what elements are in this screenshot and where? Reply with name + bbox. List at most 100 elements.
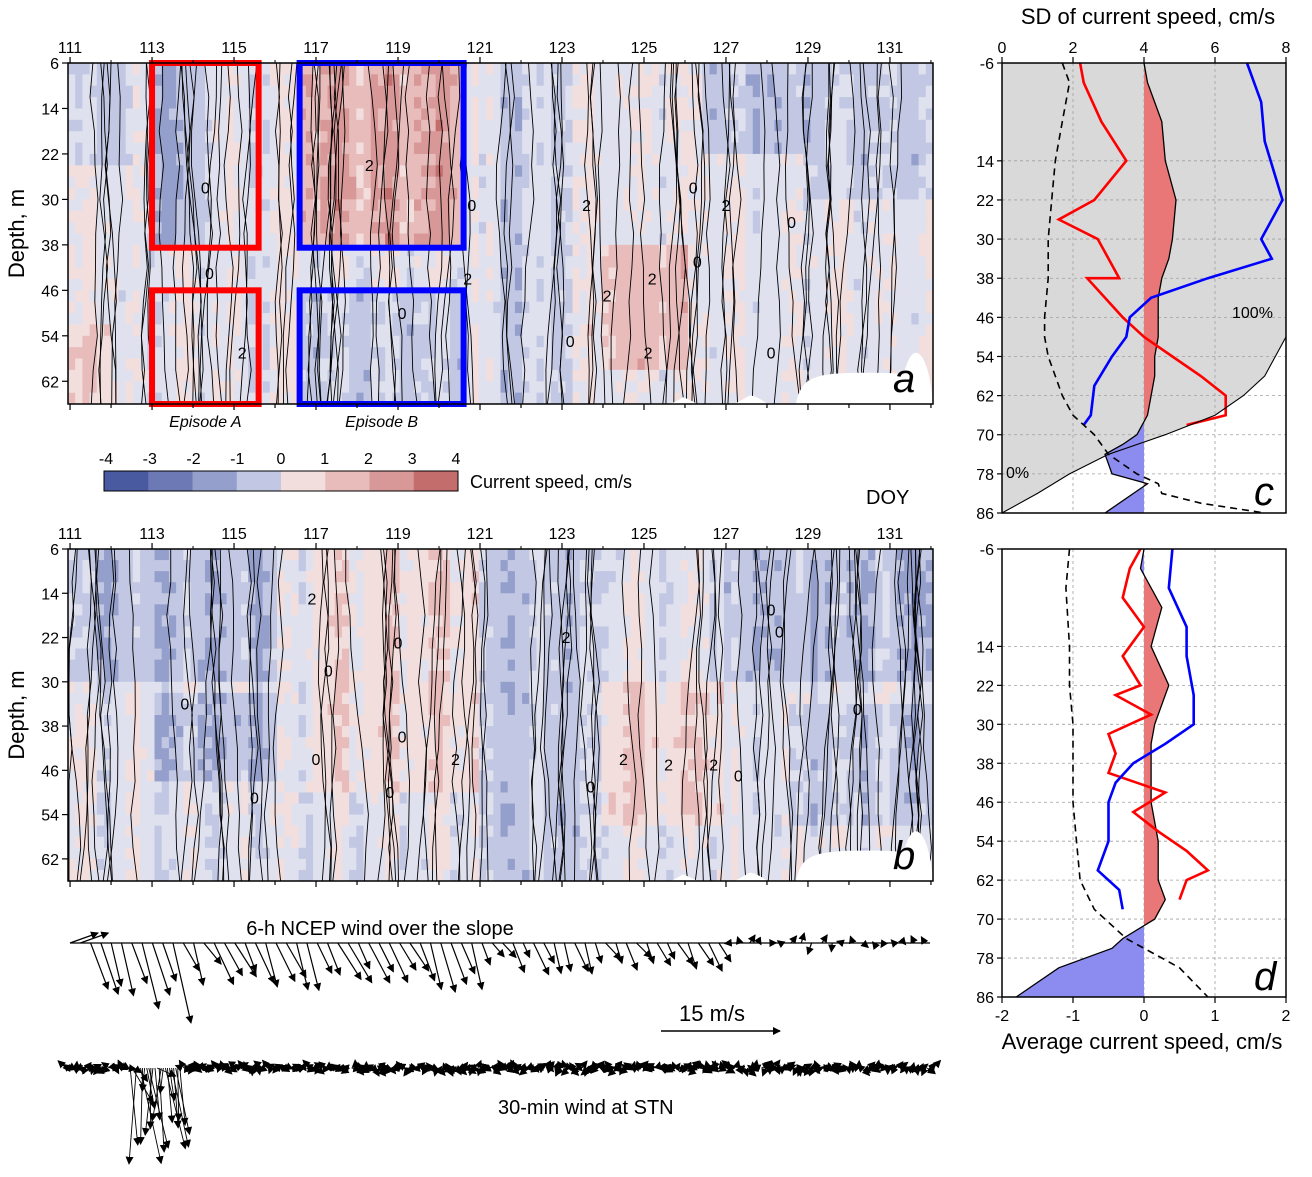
heatmap-cell	[118, 770, 127, 782]
heatmap-cell	[125, 210, 134, 223]
heatmap-cell	[334, 681, 343, 694]
heatmap-cell	[277, 582, 285, 594]
heatmap-cell	[176, 560, 184, 572]
heatmap-cell	[82, 869, 91, 882]
heatmap-cell	[111, 825, 119, 838]
heatmap-cell	[291, 659, 300, 672]
heatmap-cell	[414, 278, 422, 291]
heatmap-cell	[723, 165, 732, 178]
heatmap-cell	[111, 571, 119, 583]
heatmap-cell	[428, 278, 437, 291]
contour-line	[437, 62, 455, 405]
heatmap-cell	[608, 347, 617, 359]
heatmap-cell	[132, 637, 141, 649]
heatmap-cell	[161, 85, 170, 98]
heatmap-cell	[233, 593, 242, 605]
heatmap-cell	[190, 869, 199, 882]
heatmap-cell	[601, 176, 610, 189]
x-tick-label: 123	[549, 40, 576, 57]
heatmap-cell	[745, 369, 754, 382]
heatmap-cell	[644, 119, 653, 132]
heatmap-cell	[882, 244, 891, 257]
heatmap-cell	[284, 626, 292, 638]
heatmap-cell	[659, 233, 667, 246]
heatmap-cell	[623, 256, 631, 268]
heatmap-cell	[529, 142, 537, 155]
heatmap-cell	[248, 369, 256, 382]
heatmap-cell	[428, 63, 437, 75]
heatmap-cell	[233, 290, 242, 303]
heatmap-cell	[190, 792, 199, 804]
heatmap-cell	[82, 836, 91, 849]
heatmap-cell	[421, 267, 429, 280]
heatmap-cell	[327, 210, 336, 223]
heatmap-cell	[212, 836, 220, 849]
heatmap-cell	[104, 324, 112, 337]
heatmap-cell	[313, 324, 321, 337]
heatmap-cell	[190, 358, 199, 371]
heatmap-cell	[796, 131, 804, 143]
colorbar-tick-label: -2	[186, 451, 200, 468]
heatmap-cell	[356, 63, 364, 75]
heatmap-cell	[716, 335, 725, 348]
heatmap-cell	[233, 825, 242, 838]
heatmap-cell	[75, 748, 83, 760]
heatmap-cell	[147, 549, 155, 561]
heatmap-cell	[277, 290, 285, 303]
heatmap-cell	[738, 233, 746, 246]
heatmap-cell	[111, 836, 119, 849]
heatmap-cell	[651, 142, 660, 155]
heatmap-cell	[695, 188, 703, 200]
heatmap-cell	[212, 703, 220, 716]
heatmap-cell	[233, 858, 242, 871]
heatmap-cell	[486, 313, 494, 325]
heatmap-cell	[471, 222, 480, 234]
heatmap-cell	[716, 108, 725, 121]
heatmap-cell	[709, 165, 718, 178]
heatmap-cell	[327, 74, 336, 87]
heatmap-cell	[305, 869, 314, 882]
heatmap-cell	[269, 648, 278, 661]
heatmap-cell	[774, 188, 783, 200]
heatmap-cell	[435, 392, 444, 405]
heatmap-cell	[204, 781, 213, 793]
heatmap-cell	[630, 210, 638, 223]
heatmap-cell	[796, 347, 804, 359]
heatmap-cell	[774, 63, 783, 75]
heatmap-cell	[608, 119, 617, 132]
heatmap-cell	[839, 313, 847, 325]
heatmap-cell	[486, 188, 494, 200]
heatmap-cell	[687, 313, 696, 325]
heatmap-cell	[514, 131, 523, 143]
heatmap-cell	[824, 335, 833, 348]
heatmap-cell	[442, 199, 451, 212]
heatmap-cell	[226, 324, 235, 337]
heatmap-cell	[507, 176, 516, 189]
heatmap-cell	[896, 290, 905, 303]
heatmap-cell	[320, 792, 328, 804]
heatmap-cell	[75, 737, 83, 749]
heatmap-cell	[630, 358, 638, 371]
heatmap-cell	[543, 369, 552, 382]
heatmap-cell	[493, 108, 501, 121]
heatmap-cell	[341, 659, 350, 672]
heatmap-cell	[154, 108, 163, 121]
heatmap-cell	[623, 313, 631, 325]
heatmap-cell	[615, 63, 624, 75]
heatmap-cell	[104, 74, 112, 87]
heatmap-cell	[291, 210, 300, 223]
heatmap-cell	[478, 278, 487, 291]
heatmap-cell	[241, 199, 249, 212]
heatmap-cell	[904, 188, 912, 200]
colorbar-tick-label: -3	[143, 451, 157, 468]
heatmap-cell	[212, 759, 220, 771]
heatmap-cell	[111, 847, 119, 860]
heatmap-cell	[226, 869, 235, 882]
heatmap-cell	[428, 381, 437, 394]
heatmap-cell	[637, 278, 646, 291]
heatmap-cell	[327, 165, 336, 178]
heatmap-cell	[226, 267, 235, 280]
heatmap-cell	[868, 176, 876, 189]
heatmap-cell	[493, 233, 501, 246]
heatmap-cell	[911, 244, 919, 257]
